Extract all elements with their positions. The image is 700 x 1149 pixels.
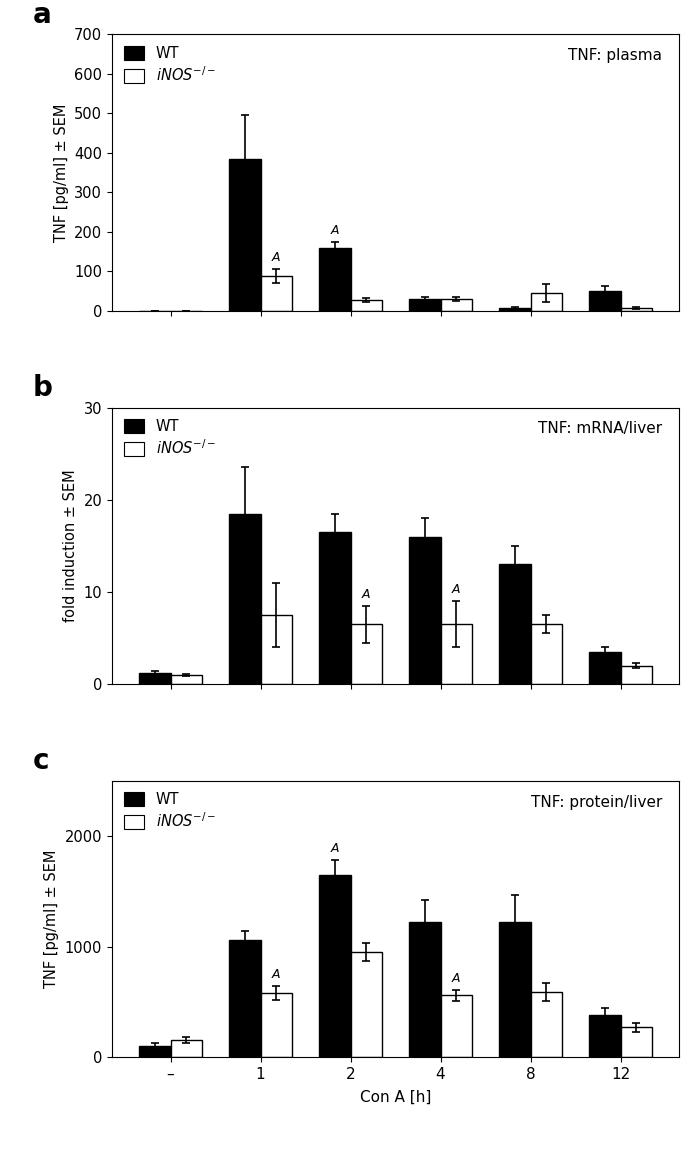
Bar xyxy=(620,1027,652,1057)
Bar xyxy=(440,624,472,684)
Text: c: c xyxy=(33,747,49,776)
Bar xyxy=(589,291,620,311)
Bar xyxy=(260,615,292,684)
Bar xyxy=(409,923,440,1057)
Bar xyxy=(351,300,382,311)
Text: A: A xyxy=(272,250,281,264)
Bar xyxy=(229,940,260,1057)
Bar xyxy=(319,874,351,1057)
Text: TNF: mRNA/liver: TNF: mRNA/liver xyxy=(538,422,662,437)
Text: TNF: protein/liver: TNF: protein/liver xyxy=(531,794,662,810)
Text: TNF: plasma: TNF: plasma xyxy=(568,48,662,63)
Bar xyxy=(620,665,652,684)
Bar xyxy=(499,923,531,1057)
Bar xyxy=(440,995,472,1057)
Text: A: A xyxy=(272,969,281,981)
Bar xyxy=(139,1046,171,1057)
Text: A: A xyxy=(362,587,370,601)
Bar xyxy=(171,1040,202,1057)
Y-axis label: TNF [pg/ml] ± SEM: TNF [pg/ml] ± SEM xyxy=(44,850,60,988)
Text: A: A xyxy=(452,583,461,596)
Bar xyxy=(620,308,652,311)
Bar xyxy=(499,564,531,684)
Bar xyxy=(351,624,382,684)
Bar xyxy=(171,674,202,684)
Bar xyxy=(499,308,531,311)
Text: A: A xyxy=(330,224,339,237)
Bar xyxy=(589,1015,620,1057)
Bar xyxy=(260,276,292,311)
Bar xyxy=(260,993,292,1057)
Y-axis label: TNF [pg/ml] ± SEM: TNF [pg/ml] ± SEM xyxy=(54,103,69,241)
Bar xyxy=(409,537,440,684)
Bar xyxy=(351,953,382,1057)
X-axis label: Con A [h]: Con A [h] xyxy=(360,1090,431,1105)
Bar xyxy=(229,159,260,311)
Legend: WT, $iNOS^{-/-}$: WT, $iNOS^{-/-}$ xyxy=(118,787,222,836)
Bar xyxy=(319,532,351,684)
Text: b: b xyxy=(33,375,52,402)
Y-axis label: fold induction ± SEM: fold induction ± SEM xyxy=(63,470,78,622)
Bar xyxy=(531,992,562,1057)
Legend: WT, $iNOS^{-/-}$: WT, $iNOS^{-/-}$ xyxy=(118,40,222,90)
Text: a: a xyxy=(33,1,51,29)
Bar xyxy=(440,299,472,311)
Bar xyxy=(139,673,171,684)
Bar xyxy=(589,651,620,684)
Text: A: A xyxy=(330,842,339,855)
Bar xyxy=(319,248,351,311)
Legend: WT, $iNOS^{-/-}$: WT, $iNOS^{-/-}$ xyxy=(118,414,222,463)
Bar xyxy=(409,299,440,311)
Text: A: A xyxy=(452,972,461,985)
Bar xyxy=(229,514,260,684)
Bar xyxy=(531,624,562,684)
Bar xyxy=(531,293,562,311)
